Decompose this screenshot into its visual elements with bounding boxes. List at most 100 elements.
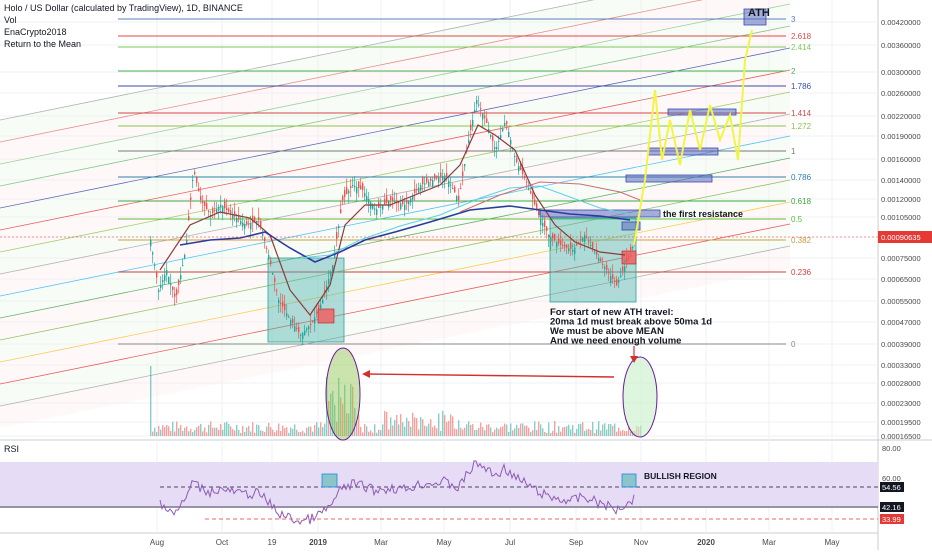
volume-bar <box>302 430 304 436</box>
candle-body <box>178 279 180 285</box>
volume-bar <box>448 420 450 436</box>
fib-channel-line <box>0 179 791 341</box>
volume-bar <box>496 427 498 436</box>
candle-body <box>212 208 214 213</box>
fib-level-label: 2.414 <box>791 43 812 52</box>
fib-channel-band <box>0 92 790 274</box>
time-tick-label: Sep <box>569 538 584 547</box>
volume-bar <box>228 424 230 436</box>
candle-body <box>222 206 224 213</box>
volume-bar <box>422 419 424 436</box>
candle-body <box>202 201 204 203</box>
volume-bar <box>338 377 340 436</box>
candle-body <box>296 327 298 329</box>
candle-body <box>336 232 338 239</box>
volume-bar <box>246 427 248 436</box>
volume-bar <box>330 393 332 436</box>
candle-body <box>362 183 364 190</box>
candle-body <box>374 208 376 210</box>
candle-body <box>608 272 610 274</box>
volume-bar <box>362 432 364 436</box>
fib-channel-band <box>0 158 790 340</box>
volume-bar <box>270 427 272 436</box>
volume-bar <box>546 432 548 436</box>
candle-body <box>624 266 626 273</box>
volume-bar <box>576 429 578 436</box>
candle-body <box>602 263 604 265</box>
time-tick-label: Mar <box>374 538 388 547</box>
volume-bar <box>522 423 524 436</box>
volume-bar <box>394 420 396 436</box>
volume-bar <box>372 432 374 436</box>
volume-bar <box>586 429 588 436</box>
fib-level-label: 2.618 <box>791 32 812 41</box>
candle-body <box>504 123 506 126</box>
volume-bar <box>402 422 404 436</box>
volume-bar <box>548 422 550 436</box>
down-arrow-head <box>630 356 638 363</box>
candle-body <box>500 135 502 139</box>
candle-body <box>502 129 504 132</box>
candle-body <box>566 244 568 248</box>
volume-bar <box>516 424 518 436</box>
candle-body <box>286 313 288 317</box>
volume-bar <box>486 424 488 436</box>
volume-bar <box>368 431 370 436</box>
candle-body <box>626 257 628 262</box>
volume-bar <box>446 421 448 436</box>
candle-body <box>558 238 560 244</box>
candle-body <box>272 273 274 275</box>
volume-bar <box>376 432 378 436</box>
volume-bar <box>382 424 384 436</box>
candle-body <box>256 220 258 225</box>
fib-channel-band <box>0 4 790 186</box>
volume-bar <box>310 426 312 436</box>
candle-body <box>258 217 260 220</box>
volume-bar <box>286 427 288 436</box>
volume-bar <box>428 423 430 436</box>
volume-bar <box>174 431 176 436</box>
volume-bar <box>332 390 334 436</box>
volume-bar <box>294 424 296 436</box>
accumulation-box-2019 <box>549 217 637 303</box>
volume-bar <box>254 432 256 436</box>
candle-body <box>358 181 360 188</box>
volume-bar <box>216 427 218 436</box>
volume-bar <box>584 430 586 436</box>
candle-body <box>196 177 198 183</box>
candle-body <box>452 188 454 190</box>
ma-50-line <box>179 205 631 263</box>
fib-channel-band <box>0 0 790 164</box>
candle-body <box>392 197 394 201</box>
candle-body <box>338 226 340 228</box>
fib-level-label: 0.618 <box>791 197 812 206</box>
volume-bar <box>306 427 308 436</box>
volume-bar <box>494 429 496 436</box>
volume-bar <box>156 432 158 436</box>
resistance-box <box>743 8 767 26</box>
candle-body <box>546 226 548 231</box>
candle-body <box>444 175 446 182</box>
candle-body <box>350 186 352 188</box>
volume-bar <box>380 430 382 436</box>
volume-bar <box>250 431 252 436</box>
candle-body <box>574 247 576 254</box>
volume-bar <box>172 421 174 436</box>
candle-body <box>310 324 312 326</box>
volume-bar <box>454 428 456 436</box>
volume-bar <box>396 415 398 436</box>
candle-body <box>582 237 584 242</box>
volume-bar <box>620 431 622 436</box>
candle-body <box>198 188 200 192</box>
volume-bar <box>236 424 238 436</box>
volume-bar <box>316 422 318 436</box>
candle-body <box>458 195 460 200</box>
volume-bar <box>430 419 432 436</box>
candle-body <box>414 188 416 193</box>
volume-bar <box>444 415 446 436</box>
volume-bar <box>314 425 316 436</box>
candle-body <box>316 311 318 314</box>
volume-bar <box>582 422 584 436</box>
candle-body <box>532 192 534 199</box>
